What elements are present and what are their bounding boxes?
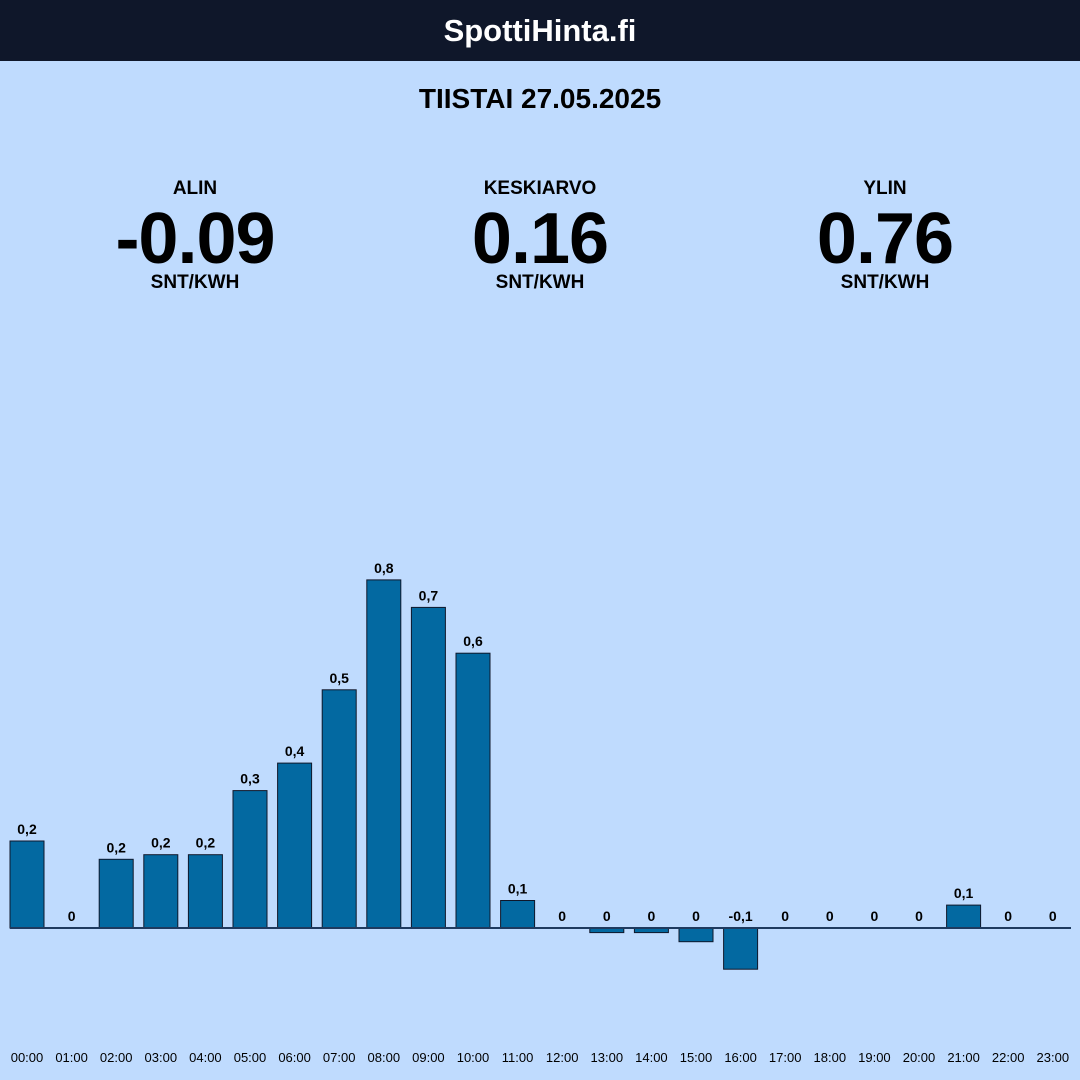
bar-6 bbox=[277, 762, 313, 929]
stat-avg: KESKIARVO 0.16 SNT/KWH bbox=[360, 178, 720, 294]
bar-8 bbox=[366, 579, 402, 929]
value-label-5: 0,3 bbox=[240, 771, 260, 787]
x-tick-label-7: 07:00 bbox=[323, 1050, 356, 1065]
x-tick-label-8: 08:00 bbox=[368, 1050, 401, 1065]
bar-15 bbox=[678, 927, 714, 943]
stat-min: ALIN -0.09 SNT/KWH bbox=[15, 178, 375, 294]
bar-5 bbox=[232, 790, 268, 929]
x-tick-label-14: 14:00 bbox=[635, 1050, 668, 1065]
stat-max-label: YLIN bbox=[863, 178, 907, 199]
value-label-22: 0 bbox=[1004, 908, 1012, 924]
value-label-18: 0 bbox=[826, 908, 834, 924]
x-tick-label-9: 09:00 bbox=[412, 1050, 445, 1065]
stat-avg-label: KESKIARVO bbox=[483, 178, 597, 199]
site-title: SpottiHinta.fi bbox=[443, 12, 637, 48]
x-tick-label-16: 16:00 bbox=[724, 1050, 757, 1065]
x-tick-label-1: 01:00 bbox=[55, 1050, 88, 1065]
bar-0 bbox=[9, 840, 45, 929]
stat-max-value: 0.76 bbox=[816, 199, 954, 279]
value-label-23: 0 bbox=[1049, 908, 1057, 924]
stat-avg-unit: SNT/KWH bbox=[495, 272, 585, 293]
stat-min-unit: SNT/KWH bbox=[150, 272, 240, 293]
value-label-16: -0,1 bbox=[729, 908, 753, 924]
x-tick-label-19: 19:00 bbox=[858, 1050, 891, 1065]
value-label-2: 0,2 bbox=[106, 839, 126, 855]
value-label-7: 0,5 bbox=[329, 670, 349, 686]
date-heading: TIISTAI 27.05.2025 bbox=[418, 83, 662, 114]
bar-2 bbox=[98, 858, 134, 929]
value-label-19: 0 bbox=[871, 908, 879, 924]
value-label-13: 0 bbox=[603, 908, 611, 924]
stat-min-value: -0.09 bbox=[115, 199, 275, 279]
value-label-14: 0 bbox=[648, 908, 656, 924]
x-tick-label-15: 15:00 bbox=[680, 1050, 713, 1065]
value-label-15: 0 bbox=[692, 908, 700, 924]
bar-4 bbox=[187, 854, 223, 929]
x-tick-label-6: 06:00 bbox=[278, 1050, 311, 1065]
x-tick-label-13: 13:00 bbox=[591, 1050, 624, 1065]
value-label-12: 0 bbox=[558, 908, 566, 924]
x-tick-label-12: 12:00 bbox=[546, 1050, 579, 1065]
value-label-3: 0,2 bbox=[151, 835, 171, 851]
bar-3 bbox=[143, 854, 179, 929]
value-label-6: 0,4 bbox=[285, 743, 305, 759]
stat-max-unit: SNT/KWH bbox=[840, 272, 930, 293]
value-label-8: 0,8 bbox=[374, 560, 394, 576]
x-tick-label-2: 02:00 bbox=[100, 1050, 133, 1065]
x-tick-label-4: 04:00 bbox=[189, 1050, 222, 1065]
x-tick-label-23: 23:00 bbox=[1037, 1050, 1070, 1065]
x-tick-label-17: 17:00 bbox=[769, 1050, 802, 1065]
x-tick-label-18: 18:00 bbox=[814, 1050, 847, 1065]
value-label-17: 0 bbox=[781, 908, 789, 924]
bar-16 bbox=[723, 927, 759, 970]
bar-21 bbox=[946, 904, 982, 929]
x-tick-label-21: 21:00 bbox=[947, 1050, 980, 1065]
stat-avg-value: 0.16 bbox=[471, 199, 609, 279]
x-tick-label-22: 22:00 bbox=[992, 1050, 1025, 1065]
value-label-4: 0,2 bbox=[196, 835, 216, 851]
value-label-0: 0,2 bbox=[17, 821, 37, 837]
value-label-20: 0 bbox=[915, 908, 923, 924]
bar-7 bbox=[321, 689, 357, 929]
x-tick-label-5: 05:00 bbox=[234, 1050, 267, 1065]
x-tick-label-0: 00:00 bbox=[11, 1050, 44, 1065]
x-tick-label-20: 20:00 bbox=[903, 1050, 936, 1065]
value-label-9: 0,7 bbox=[419, 587, 439, 603]
value-label-10: 0,6 bbox=[463, 633, 483, 649]
site-header: SpottiHinta.fi bbox=[0, 0, 1080, 61]
value-label-11: 0,1 bbox=[508, 881, 528, 897]
x-tick-label-10: 10:00 bbox=[457, 1050, 490, 1065]
x-tick-label-3: 03:00 bbox=[145, 1050, 178, 1065]
bar-11 bbox=[500, 900, 536, 929]
bar-9 bbox=[410, 606, 446, 929]
stat-min-label: ALIN bbox=[172, 178, 218, 199]
value-label-21: 0,1 bbox=[954, 885, 974, 901]
bar-10 bbox=[455, 652, 491, 929]
stat-max: YLIN 0.76 SNT/KWH bbox=[705, 178, 1065, 294]
value-label-1: 0 bbox=[68, 908, 76, 924]
x-tick-label-11: 11:00 bbox=[502, 1050, 534, 1065]
